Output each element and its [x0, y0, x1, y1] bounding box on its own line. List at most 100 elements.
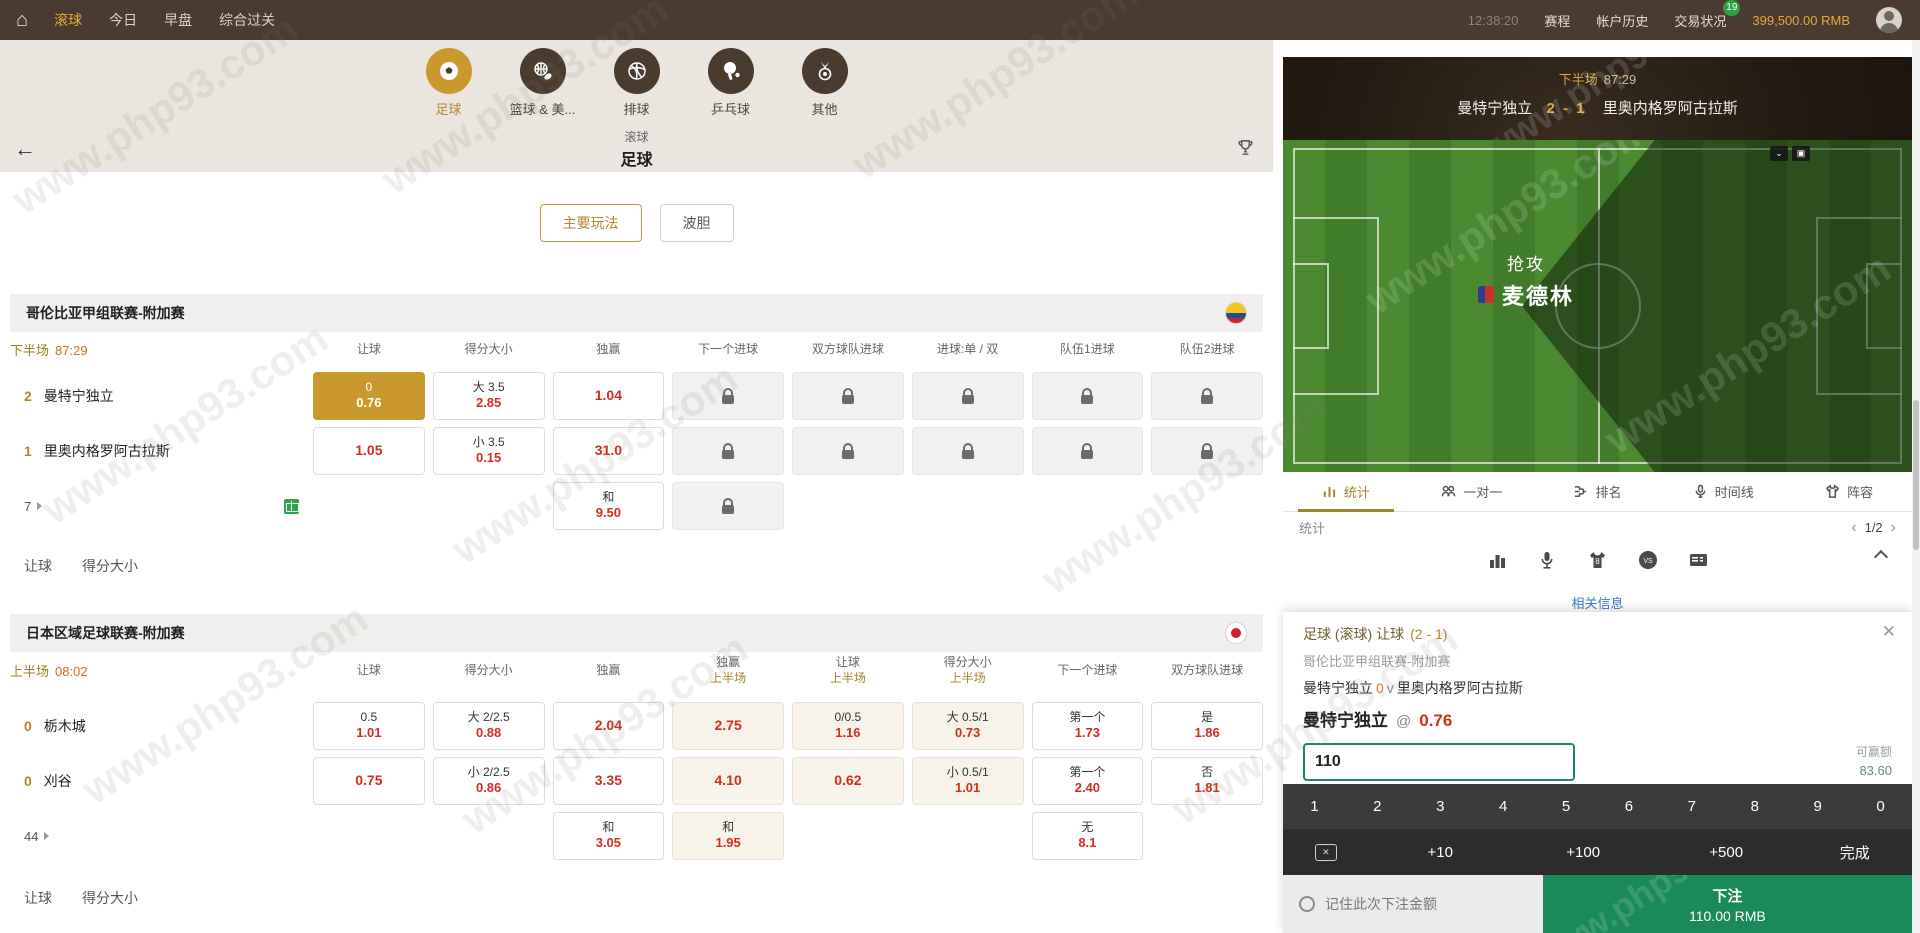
odds-handicap-fh-home[interactable]: 0/0.5 1.16: [792, 702, 904, 750]
odds-btts-no[interactable]: 否 1.81: [1151, 757, 1263, 805]
odds-ou-home[interactable]: 大 2/2.5 0.88: [432, 702, 545, 750]
live-pitch-icon[interactable]: [284, 498, 299, 514]
tab-handicap[interactable]: 让球: [24, 890, 52, 906]
tab-standings[interactable]: 排名: [1535, 472, 1661, 511]
numpad-key-1[interactable]: 1: [1310, 798, 1319, 815]
home-icon[interactable]: ⌂: [16, 9, 29, 31]
add-10-key[interactable]: +10: [1427, 843, 1453, 861]
odds-ml-fh-home[interactable]: 2.75: [672, 702, 784, 750]
odds-btts-yes[interactable]: 是 1.86: [1151, 702, 1263, 750]
sport-tab-basketball[interactable]: 篮球 & 美...: [502, 48, 584, 118]
nav-item-today[interactable]: 今日: [109, 12, 138, 28]
next-page-icon[interactable]: ›: [1890, 518, 1896, 536]
numpad-key-5[interactable]: 5: [1561, 798, 1571, 815]
nav-link-transactions[interactable]: 交易状况 19: [1674, 0, 1741, 30]
odds-ou-away[interactable]: 小 2/2.5 0.86: [432, 757, 545, 805]
odds-handicap-fh-away[interactable]: 0.62: [792, 757, 904, 805]
odds-handicap-away[interactable]: 1.05: [313, 427, 425, 475]
scoreboard-icon[interactable]: [1688, 550, 1709, 570]
more-markets-link[interactable]: 44: [10, 829, 305, 844]
tab-handicap[interactable]: 让球: [24, 558, 52, 574]
basketball-icon: [519, 48, 566, 94]
numpad-key-6[interactable]: 6: [1624, 798, 1634, 815]
locked-market: [911, 427, 1024, 475]
numpad-key-3[interactable]: 3: [1436, 798, 1445, 815]
place-bet-button[interactable]: 下注 110.00 RMB www.php93.com: [1542, 875, 1912, 933]
prev-page-icon[interactable]: ‹: [1851, 518, 1857, 536]
chevron-right-icon: [37, 502, 43, 510]
league2-header[interactable]: 日本区域足球联赛-附加赛: [10, 614, 1263, 652]
done-key[interactable]: 完成: [1839, 844, 1870, 862]
lock-icon: [961, 388, 974, 404]
user-avatar-icon[interactable]: [1876, 7, 1902, 33]
odds-next-goal-none[interactable]: 无 8.1: [1031, 812, 1144, 860]
odds-ml-home[interactable]: 1.04: [552, 372, 665, 420]
nav-link-account-history[interactable]: 帐户历史: [1596, 13, 1649, 29]
numpad-key-2[interactable]: 2: [1373, 798, 1382, 815]
live-pitch-view: 抢攻 麦德林 ⌄ ▣ www.php93.com www.php93.com: [1283, 140, 1912, 472]
odds-handicap-home-selected[interactable]: 0 0.76: [313, 372, 425, 420]
numpad-key-7[interactable]: 7: [1687, 798, 1697, 815]
correct-score-button[interactable]: 波胆: [659, 204, 734, 242]
pitch-goal-box-left: [1293, 263, 1329, 349]
odds-ml-away[interactable]: 3.35: [552, 757, 665, 805]
trophy-icon[interactable]: [1236, 138, 1255, 157]
odds-next-goal-away[interactable]: 第一个 2.40: [1031, 757, 1144, 805]
related-info-link[interactable]: 相关信息: [1571, 596, 1624, 611]
more-markets-link[interactable]: 7: [10, 498, 305, 514]
add-100-key[interactable]: +100: [1566, 843, 1601, 861]
odds-ou-home[interactable]: 大 3.5 2.85: [432, 372, 545, 420]
numpad-key-4[interactable]: 4: [1498, 798, 1508, 815]
tab-lineups[interactable]: 阵容: [1786, 472, 1912, 511]
tab-over-under[interactable]: 得分大小: [82, 558, 138, 574]
sport-tab-other[interactable]: 其他: [784, 48, 866, 118]
league1-market-tabs: 让球 得分大小: [24, 556, 138, 576]
vs-icon[interactable]: VS: [1638, 550, 1658, 570]
balance-display: 399,500.00 RMB: [1752, 12, 1850, 28]
odds-ml-fh-away[interactable]: 4.10: [672, 757, 784, 805]
odds-ml-home[interactable]: 2.04: [552, 702, 665, 750]
odds-ml-away[interactable]: 31.0: [552, 427, 665, 475]
chevron-down-icon[interactable]: ⌄: [1770, 146, 1788, 161]
remember-stake-radio[interactable]: [1299, 896, 1315, 912]
sport-tab-football[interactable]: 足球: [408, 48, 490, 118]
lock-icon: [1081, 443, 1094, 459]
stats-pager: ‹ 1/2 ›: [1851, 519, 1896, 537]
sport-tab-volleyball[interactable]: 排球: [596, 48, 678, 118]
numpad-key-8[interactable]: 8: [1750, 798, 1759, 815]
odds-ml-draw[interactable]: 和 3.05: [552, 812, 665, 860]
odds-ou-away[interactable]: 小 3.5 0.15: [432, 427, 545, 475]
stake-input[interactable]: [1303, 743, 1575, 781]
scrollbar-thumb[interactable]: [1913, 400, 1919, 550]
add-500-key[interactable]: +500: [1709, 843, 1744, 861]
odds-ml-draw[interactable]: 和 9.50: [552, 482, 665, 530]
odds-ou-fh-away[interactable]: 小 0.5/1 1.01: [911, 757, 1024, 805]
nav-item-parlay[interactable]: 综合过关: [219, 12, 276, 28]
tab-over-under[interactable]: 得分大小: [82, 890, 138, 906]
main-markets-button[interactable]: 主要玩法: [539, 204, 642, 242]
nav-link-schedule[interactable]: 赛程: [1544, 13, 1571, 29]
odds-ou-fh-home[interactable]: 大 0.5/1 0.73: [911, 702, 1024, 750]
tab-stats[interactable]: 统计: [1283, 472, 1409, 512]
tab-timeline[interactable]: 时间线: [1660, 472, 1786, 511]
bar-chart-icon[interactable]: [1487, 550, 1507, 570]
microphone-icon[interactable]: [1537, 550, 1557, 570]
window-scrollbar[interactable]: [1912, 40, 1920, 933]
odds-handicap-home[interactable]: 0.5 1.01: [313, 702, 425, 750]
odds-next-goal-home[interactable]: 第一个 1.73: [1031, 702, 1144, 750]
pip-screen-icon[interactable]: ▣: [1792, 146, 1810, 161]
back-icon[interactable]: ←: [14, 136, 36, 161]
backspace-key[interactable]: ✕: [1283, 829, 1369, 875]
nav-item-early[interactable]: 早盘: [164, 12, 193, 28]
numpad-key-0[interactable]: 0: [1876, 798, 1885, 815]
league1-header[interactable]: 哥伦比亚甲组联赛-附加赛: [10, 294, 1263, 332]
nav-right: 12:38:20 赛程 帐户历史 交易状况 19 399,500.00 RMB: [1468, 0, 1902, 33]
numpad-key-9[interactable]: 9: [1813, 798, 1822, 815]
jersey-number-icon[interactable]: 8: [1587, 550, 1608, 570]
nav-item-live[interactable]: 滚球: [54, 12, 83, 28]
odds-handicap-away[interactable]: 0.75: [313, 757, 425, 805]
tab-head-to-head[interactable]: 一对一: [1409, 472, 1535, 511]
sport-tab-tabletennis[interactable]: 乒乓球: [690, 48, 772, 118]
odds-ml-fh-draw[interactable]: 和 1.95: [672, 812, 784, 860]
close-icon[interactable]: ✕: [1881, 622, 1896, 641]
